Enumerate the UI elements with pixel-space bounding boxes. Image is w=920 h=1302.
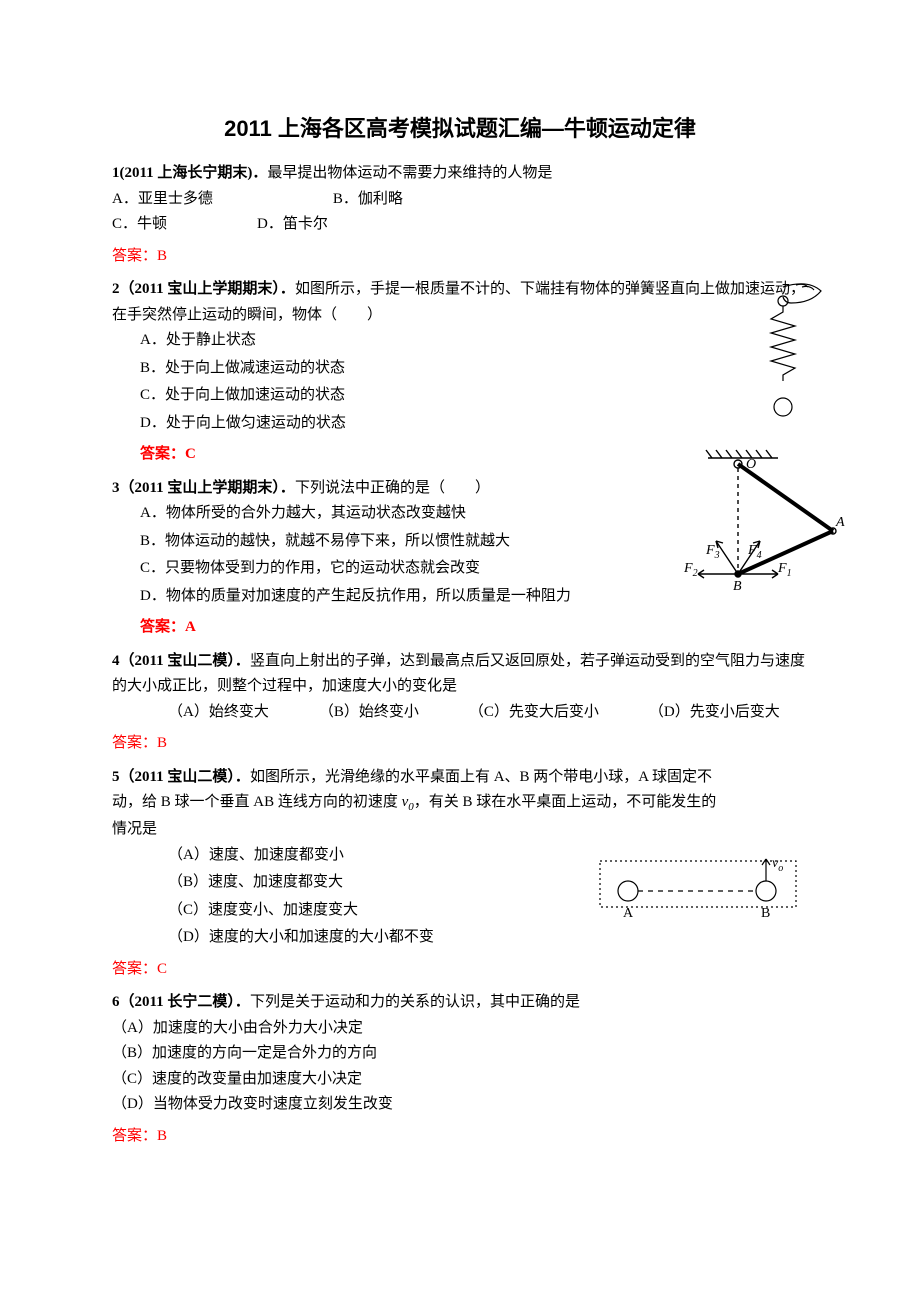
page-title: 2011 上海各区高考模拟试题汇编—牛顿运动定律	[112, 110, 808, 147]
question-1: 1(2011 上海长宁期末)．最早提出物体运动不需要力来维持的人物是 A．亚里士…	[112, 161, 808, 238]
q1-options-row2: C．牛顿 D．笛卡尔	[112, 212, 808, 238]
q6-option-c: （C）速度的改变量由加速度大小决定	[112, 1067, 808, 1093]
q4-option-a: （A）始终变大	[168, 700, 269, 726]
q6-option-a: （A）加速度的大小由合外力大小决定	[112, 1016, 808, 1042]
question-3: 3（2011 宝山上学期期末）．下列说法中正确的是（ ） A．物体所受的合外力越…	[112, 476, 808, 610]
q4-options: （A）始终变大 （B）始终变小 （C）先变大后变小 （D）先变小后变大	[168, 700, 808, 726]
page: 2011 上海各区高考模拟试题汇编—牛顿运动定律 1(2011 上海长宁期末)．…	[0, 0, 920, 1302]
question-4: 4（2011 宝山二模）．竖直向上射出的子弹，达到最高点后又返回原处，若子弹运动…	[112, 649, 808, 726]
fig-label-F2: F2	[683, 561, 698, 579]
q5-stem-l2: 动，给 B 球一个垂直 AB 连线方向的初速度 v0，有关 B 球在水平桌面上运…	[112, 790, 808, 817]
q4-option-b: （B）始终变小	[319, 700, 419, 726]
q3-stem: 下列说法中正确的是（ ）	[295, 480, 490, 496]
q4-label: 4（2011 宝山二模）．	[112, 653, 250, 669]
q2-option-c: C．处于向上做加速运动的状态	[140, 383, 808, 409]
q2-option-b: B．处于向上做减速运动的状态	[140, 356, 808, 382]
q3-answer: 答案：A	[140, 615, 808, 641]
question-2: 2（2011 宝山上学期期末）．如图所示，手提一根质量不计的、下端挂有物体的弹簧…	[112, 277, 808, 436]
fig5-label-v: vo	[772, 856, 783, 874]
fig-label-O: O	[746, 457, 756, 472]
fig-label-B: B	[733, 579, 742, 594]
q1-option-c: C．牛顿	[112, 212, 167, 238]
q1-stem: 最早提出物体运动不需要力来维持的人物是	[267, 165, 552, 181]
q2-figure-spring-icon	[718, 277, 828, 437]
q5-stem-l2-pre: 动，给 B 球一个垂直 AB 连线方向的初速度	[112, 794, 402, 810]
q3-label: 3（2011 宝山上学期期末）．	[112, 480, 295, 496]
q1-option-d: D．笛卡尔	[257, 212, 328, 238]
q3-figure-force-icon: O A B F1 F2 F3 F4	[678, 446, 848, 616]
q2-option-a: A．处于静止状态	[140, 328, 808, 354]
q4-option-c: （C）先变大后变小	[469, 700, 599, 726]
q6-option-d: （D）当物体受力改变时速度立刻发生改变	[112, 1092, 808, 1118]
q4-answer: 答案：B	[112, 731, 808, 757]
q1-label: 1(2011 上海长宁期末)．	[112, 165, 267, 181]
question-5: 5（2011 宝山二模）．如图所示，光滑绝缘的水平桌面上有 A、B 两个带电小球…	[112, 765, 808, 951]
fig5-label-A: A	[623, 906, 634, 921]
q6-stem: 下列是关于运动和力的关系的认识，其中正确的是	[250, 994, 580, 1010]
q5-label: 5（2011 宝山二模）．	[112, 769, 250, 785]
q6-label: 6（2011 长宁二模）．	[112, 994, 250, 1010]
question-6: 6（2011 长宁二模）．下列是关于运动和力的关系的认识，其中正确的是 （A）加…	[112, 990, 808, 1118]
fig-label-F1: F1	[777, 561, 792, 579]
q5-stem-l1: 如图所示，光滑绝缘的水平桌面上有 A、B 两个带电小球，A 球固定不	[250, 769, 712, 785]
q5-figure-balls-icon: A B vo	[598, 855, 798, 925]
fig-label-A: A	[835, 515, 845, 530]
q1-options-row1: A．亚里士多德 B．伽利略	[112, 187, 808, 213]
q1-answer: 答案：B	[112, 244, 808, 270]
q6-answer: 答案：B	[112, 1124, 808, 1150]
q5-option-d: （D）速度的大小和加速度的大小都不变	[168, 925, 808, 951]
q1-option-b: B．伽利略	[333, 187, 403, 213]
q1-option-a: A．亚里士多德	[112, 187, 213, 213]
q2-option-d: D．处于向上做匀速运动的状态	[140, 411, 808, 437]
fig5-label-B: B	[761, 906, 770, 921]
q5-stem-l3: 情况是	[112, 817, 808, 843]
q5-answer: 答案：C	[112, 957, 808, 983]
q2-label: 2（2011 宝山上学期期末）．	[112, 281, 295, 297]
q4-option-d: （D）先变小后变大	[649, 700, 780, 726]
q5-stem-l2-post: ，有关 B 球在水平桌面上运动，不可能发生的	[414, 794, 717, 810]
q6-option-b: （B）加速度的方向一定是合外力的方向	[112, 1041, 808, 1067]
